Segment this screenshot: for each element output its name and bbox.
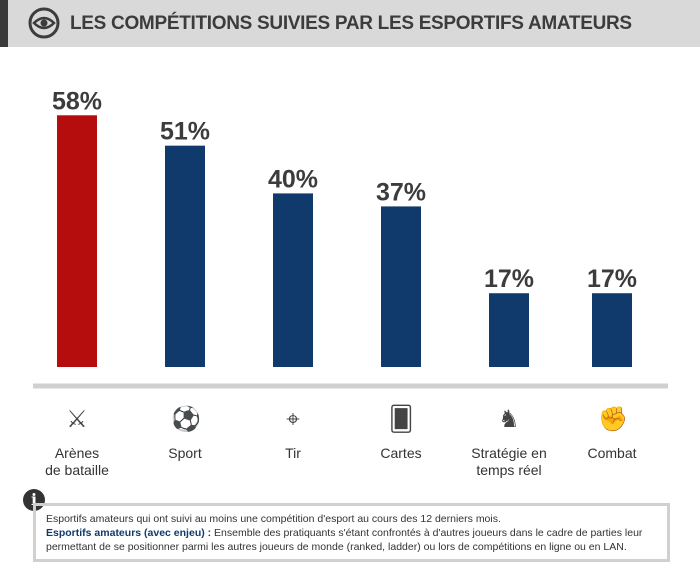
category-label: Sport [168,445,202,461]
bar [57,115,97,367]
crosshair-icon: ⌖ [286,405,300,433]
eye-icon [28,7,60,39]
chess-knight-icon: ♞ [498,405,520,433]
category-label: Cartes [380,445,422,461]
bar [489,293,529,367]
bar [381,206,421,367]
bar [592,293,632,367]
footnote: Esportifs amateurs qui ont suivi au moin… [33,503,670,562]
fist-icon: ✊ [598,405,628,433]
bar [273,193,313,367]
crossed-swords-icon: ⚔ [66,405,88,433]
data-label: 17% [484,265,534,293]
data-label: 37% [376,178,426,206]
bar [165,145,205,367]
data-label: 40% [268,165,318,193]
data-label: 17% [587,265,637,293]
footnote-line: Esportifs amateurs qui ont suivi au moin… [46,513,501,525]
category-label: Combat [587,445,637,461]
category-label: Arènes de bataille [45,445,109,478]
category-label: Tir [285,445,301,461]
cards-icon: 🂠 [388,405,414,433]
footnote-term: Esportifs amateurs (avec enjeu) : [46,527,212,539]
soccer-ball-icon: ⚽ [171,405,201,433]
chart-header: LES COMPÉTITIONS SUIVIES PAR LES ESPORTI… [0,0,700,47]
footnote-definition: Ensemble des pratiquants s'étant confron… [46,527,643,553]
category-label: Stratégie en temps réel [471,445,547,478]
data-label: 58% [52,87,102,115]
bar-chart: 58% 51% 40% 37% 17% 17% [33,87,668,389]
data-label: 51% [160,118,210,146]
chart-title: LES COMPÉTITIONS SUIVIES PAR LES ESPORTI… [70,13,632,34]
